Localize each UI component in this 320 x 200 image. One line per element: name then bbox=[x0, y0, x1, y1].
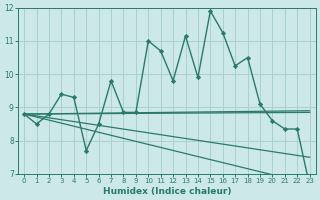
X-axis label: Humidex (Indice chaleur): Humidex (Indice chaleur) bbox=[103, 187, 231, 196]
